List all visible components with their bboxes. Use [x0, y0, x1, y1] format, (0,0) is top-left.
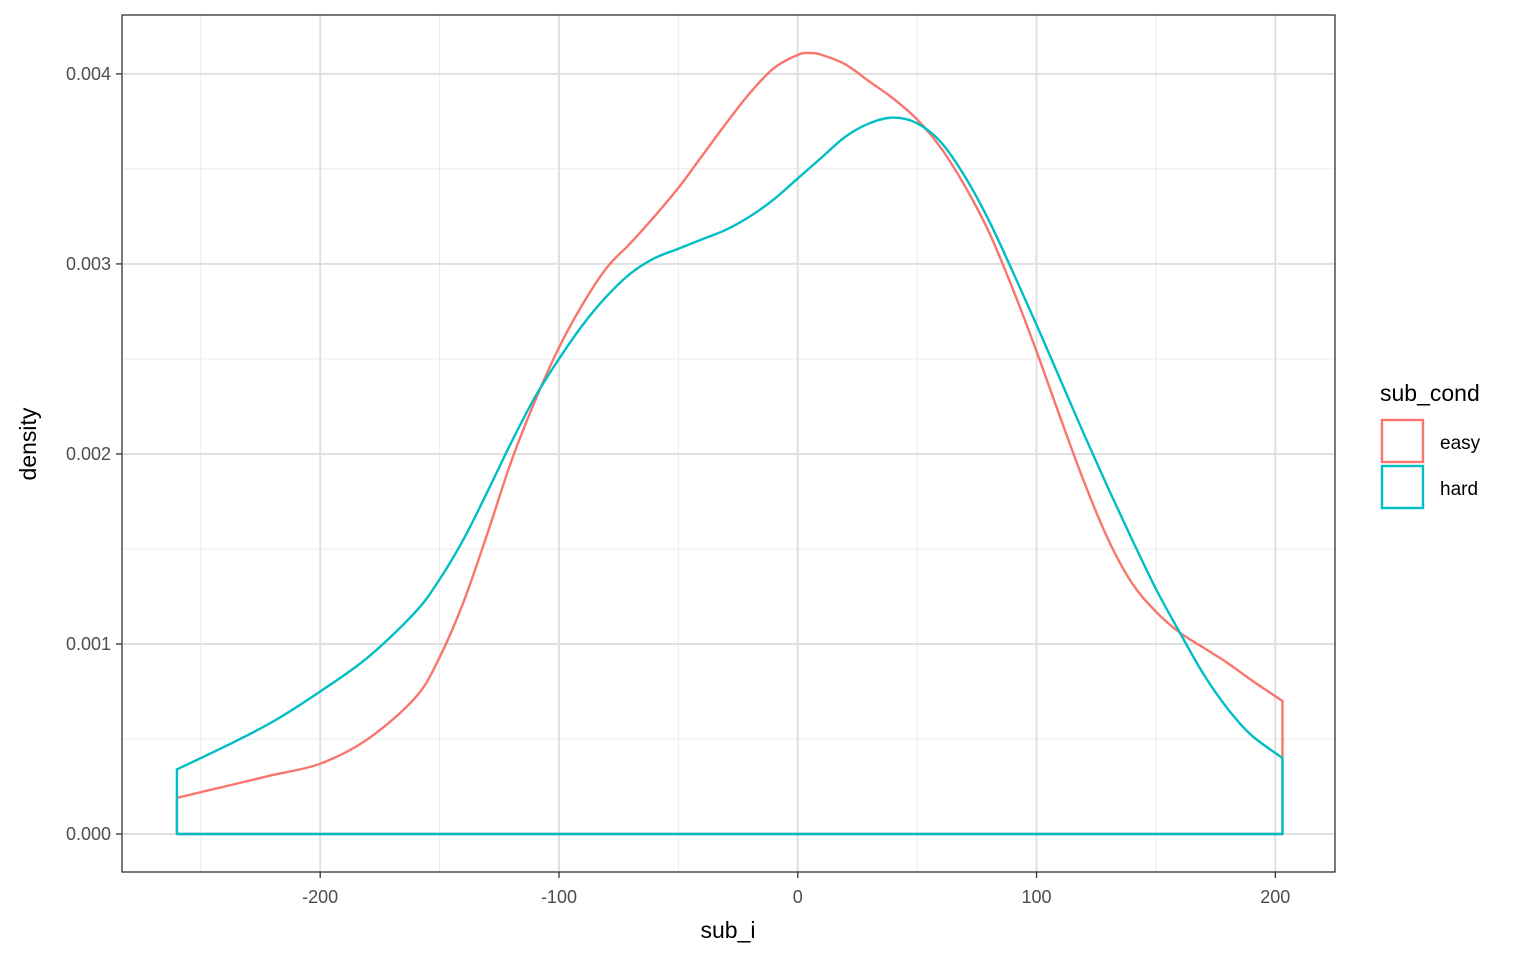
density-curve-easy	[175, 51, 1284, 836]
x-tick-label: -100	[541, 887, 577, 907]
y-tick-label: 0.003	[66, 254, 111, 274]
density-curve-hard	[175, 116, 1284, 836]
x-axis: -200 -100 0 100 200	[302, 872, 1290, 907]
y-axis-title: density	[15, 407, 41, 480]
y-tick-label: 0.001	[66, 634, 111, 654]
y-tick-label: 0.004	[66, 64, 111, 84]
x-tick-label: 0	[793, 887, 803, 907]
legend-key-hard	[1380, 464, 1425, 510]
x-tick-label: 200	[1260, 887, 1290, 907]
minor-gridlines	[122, 15, 1335, 872]
legend: sub_cond easy hard	[1380, 380, 1481, 510]
legend-label-hard: hard	[1440, 479, 1478, 500]
y-axis: 0.000 0.001 0.002 0.003 0.004	[66, 64, 122, 844]
plot-border	[121, 14, 1336, 873]
plot-background	[122, 15, 1335, 872]
major-gridlines	[122, 15, 1335, 872]
x-tick-label: -200	[302, 887, 338, 907]
legend-title: sub_cond	[1380, 380, 1480, 406]
legend-key-easy	[1380, 418, 1425, 464]
legend-label-easy: easy	[1440, 433, 1481, 454]
y-tick-label: 0.002	[66, 444, 111, 464]
y-tick-label: 0.000	[66, 824, 111, 844]
x-tick-label: 100	[1022, 887, 1052, 907]
density-series	[175, 51, 1284, 836]
x-axis-title: sub_i	[701, 917, 756, 943]
